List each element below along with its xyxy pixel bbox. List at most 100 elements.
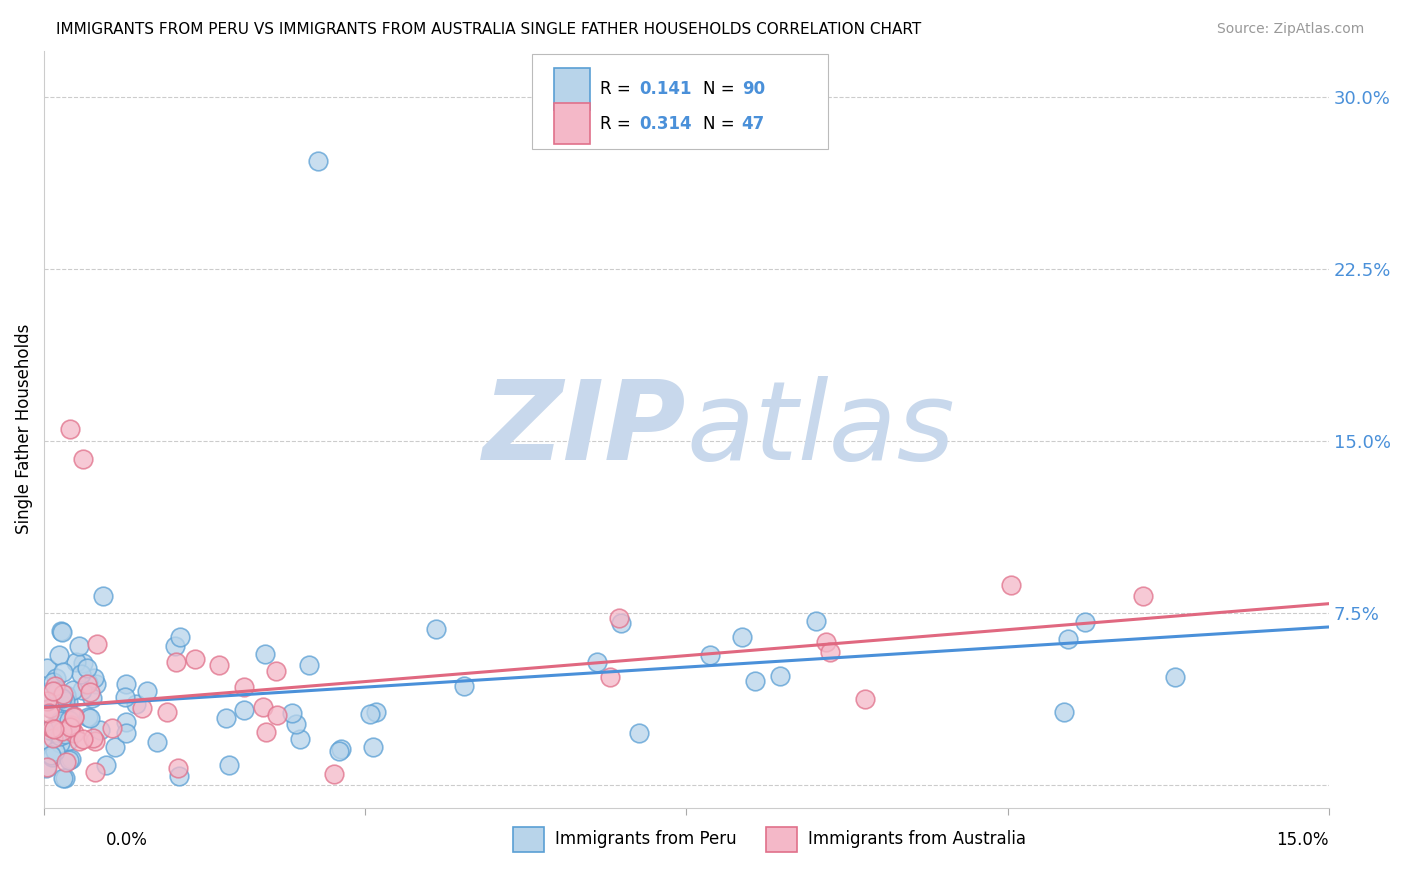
Point	[62, 682, 84, 697]
Text: R =: R =	[600, 79, 637, 98]
Point	[366, 705, 388, 719]
Point	[79, 711, 101, 725]
Point	[52, 665, 75, 680]
Point	[609, 615, 631, 630]
Point	[52, 771, 75, 785]
Point	[363, 740, 385, 755]
Point	[768, 668, 790, 682]
Point	[55, 688, 77, 702]
Point	[115, 726, 138, 740]
Point	[76, 709, 98, 723]
Text: 0.0%: 0.0%	[105, 831, 148, 849]
Point	[72, 731, 94, 746]
Point	[80, 690, 103, 705]
Point	[103, 739, 125, 754]
Point	[83, 671, 105, 685]
Text: Immigrants from Peru: Immigrants from Peru	[555, 830, 737, 848]
Point	[63, 709, 86, 723]
Point	[425, 622, 447, 636]
Point	[42, 684, 65, 698]
FancyBboxPatch shape	[533, 54, 828, 149]
Point	[218, 757, 240, 772]
Point	[169, 631, 191, 645]
Point	[328, 743, 350, 757]
Point	[853, 691, 876, 706]
Point	[49, 729, 72, 743]
Point	[607, 611, 630, 625]
Point	[44, 722, 66, 736]
Point	[125, 698, 148, 712]
Point	[44, 744, 66, 758]
Point	[53, 694, 76, 708]
Point	[38, 706, 60, 720]
Text: N =: N =	[703, 114, 740, 133]
Point	[70, 682, 93, 697]
Point	[167, 762, 190, 776]
Point	[135, 683, 157, 698]
Point	[67, 640, 90, 654]
Point	[35, 685, 58, 699]
Point	[252, 700, 274, 714]
Point	[82, 731, 104, 745]
Text: Source: ZipAtlas.com: Source: ZipAtlas.com	[1216, 22, 1364, 37]
Point	[264, 664, 287, 678]
Point	[39, 700, 62, 714]
Point	[63, 726, 86, 740]
Point	[146, 735, 169, 749]
Point	[44, 679, 66, 693]
Point	[72, 452, 94, 467]
Point	[35, 762, 58, 776]
Point	[41, 731, 63, 745]
Point	[804, 614, 827, 628]
Point	[163, 639, 186, 653]
Point	[69, 666, 91, 681]
Point	[51, 691, 73, 706]
Text: 90: 90	[742, 79, 765, 98]
Point	[58, 713, 80, 727]
Point	[101, 721, 124, 735]
Point	[65, 655, 87, 669]
Text: 0.314: 0.314	[638, 114, 692, 133]
Point	[323, 767, 346, 781]
Point	[1074, 615, 1097, 629]
Point	[86, 637, 108, 651]
Text: atlas: atlas	[686, 376, 955, 483]
Point	[59, 422, 82, 436]
Point	[744, 673, 766, 688]
Point	[628, 725, 651, 739]
Point	[253, 647, 276, 661]
Point	[208, 658, 231, 673]
Point	[52, 687, 75, 701]
Point	[96, 757, 118, 772]
Point	[44, 726, 66, 740]
Text: N =: N =	[703, 79, 740, 98]
Point	[586, 655, 609, 669]
Point	[288, 731, 311, 746]
Point	[72, 657, 94, 671]
Point	[53, 726, 76, 740]
Text: Immigrants from Australia: Immigrants from Australia	[808, 830, 1026, 848]
Point	[49, 624, 72, 639]
Point	[266, 707, 288, 722]
Point	[51, 724, 73, 739]
Text: ZIP: ZIP	[482, 376, 686, 483]
Point	[91, 590, 114, 604]
Point	[55, 755, 77, 769]
Point	[307, 153, 329, 168]
Point	[1164, 670, 1187, 684]
Point	[76, 677, 98, 691]
Point	[79, 685, 101, 699]
Point	[89, 723, 111, 737]
Y-axis label: Single Father Households: Single Father Households	[15, 324, 32, 534]
Text: 0.141: 0.141	[638, 79, 692, 98]
Point	[60, 718, 83, 732]
Point	[49, 736, 72, 750]
Point	[84, 764, 107, 779]
Point	[56, 733, 79, 747]
Bar	[554, 68, 591, 110]
Point	[165, 655, 187, 669]
Text: R =: R =	[600, 114, 637, 133]
Point	[59, 720, 82, 734]
Point	[131, 701, 153, 715]
Point	[39, 747, 62, 762]
